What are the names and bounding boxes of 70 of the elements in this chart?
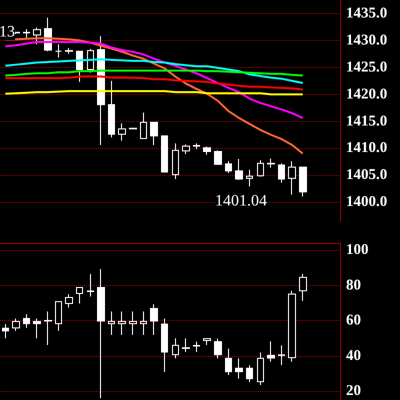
candlestick <box>55 44 62 58</box>
candlestick <box>267 158 275 168</box>
candlestick <box>267 340 275 362</box>
candlestick <box>257 352 264 386</box>
y-tick-label: 1400.0 <box>346 194 388 210</box>
candlestick <box>108 310 115 336</box>
candlestick <box>299 166 307 198</box>
candlestick <box>203 146 211 156</box>
candlestick <box>55 301 62 332</box>
candlestick <box>288 290 296 362</box>
line-series <box>4 58 304 84</box>
candlestick <box>235 358 243 380</box>
y-tick-label: 20 <box>346 383 361 400</box>
candlestick <box>65 294 73 308</box>
candlestick <box>214 338 222 359</box>
candlestick <box>44 310 52 346</box>
candlestick <box>161 135 168 172</box>
candlestick <box>140 310 147 336</box>
y-tick-label: 40 <box>346 348 361 364</box>
candlestick <box>225 160 232 174</box>
candlestick <box>257 160 264 178</box>
candlestick <box>182 144 190 155</box>
candlestick <box>118 310 126 336</box>
candlestick <box>193 142 200 150</box>
candlestick <box>172 142 179 180</box>
candlestick <box>203 338 211 346</box>
y-tick-label: 60 <box>346 312 361 329</box>
y-tick-label: 1405.0 <box>346 167 388 184</box>
candlestick <box>97 268 105 399</box>
candlestick <box>23 28 30 38</box>
candlestick <box>235 158 243 181</box>
candlestick <box>150 304 158 336</box>
y-tick-label: 1415.0 <box>346 113 388 130</box>
candlestick <box>214 150 222 165</box>
candlestick <box>150 122 158 146</box>
candlestick <box>108 80 115 138</box>
candlestick <box>65 47 73 54</box>
candlestick <box>182 338 190 353</box>
candlestick <box>246 169 253 187</box>
candlestick <box>193 341 200 353</box>
candlestick <box>288 160 296 196</box>
y-tick-label: 80 <box>346 277 361 294</box>
candlestick <box>140 112 147 140</box>
candlestick <box>278 344 285 366</box>
candlestick <box>172 338 179 359</box>
annotation: 1401.04 <box>215 192 267 210</box>
candlestick <box>12 318 20 332</box>
candlestick <box>118 122 126 142</box>
line-series <box>4 76 304 90</box>
candlestick <box>76 286 83 304</box>
candlestick <box>129 310 137 336</box>
candlestick <box>299 274 307 302</box>
line-series <box>4 41 304 120</box>
candlestick <box>23 314 30 328</box>
y-tick-label: 1420.0 <box>346 86 388 102</box>
candlestick <box>225 348 232 376</box>
candlestick <box>87 274 94 297</box>
candlestick <box>161 318 168 372</box>
y-tick-label: 1435.0 <box>346 5 388 22</box>
candlestick <box>33 26 41 45</box>
y-tick-label: 100 <box>346 242 368 258</box>
annotation: 13 <box>0 24 15 40</box>
y-tick-label: 1410.0 <box>346 140 388 156</box>
candlestick <box>33 318 41 339</box>
candlestick <box>246 364 253 383</box>
candlestick <box>2 324 9 339</box>
y-tick-label: 1430.0 <box>346 32 388 48</box>
candlestick <box>76 50 83 82</box>
y-tick-label: 1425.0 <box>346 59 388 76</box>
candlestick <box>278 162 285 184</box>
